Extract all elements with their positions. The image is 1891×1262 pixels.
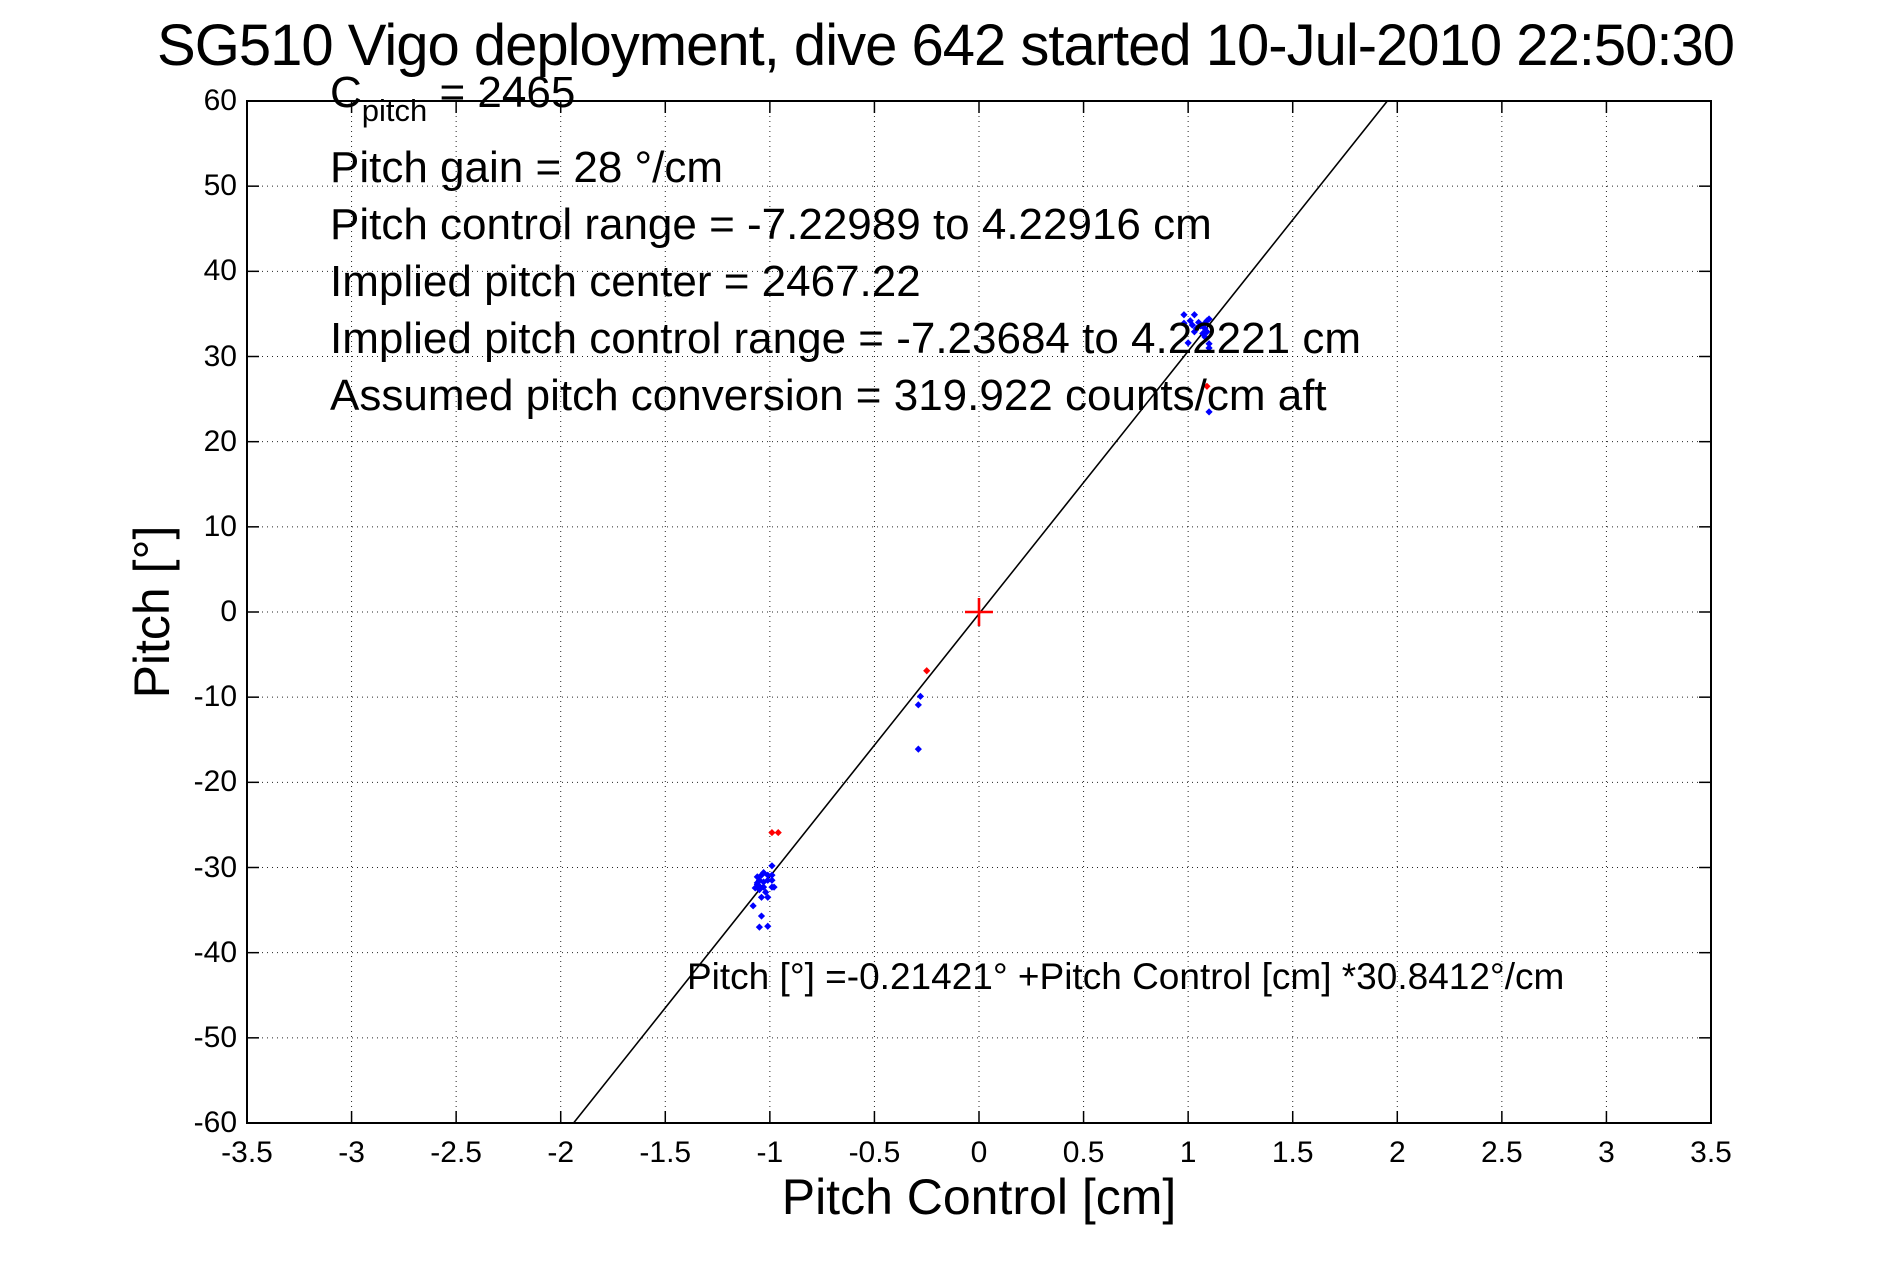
predicted-pitch-points-point bbox=[774, 828, 782, 837]
dive-pitch-observations-point bbox=[768, 862, 776, 870]
y-tick-label: 0 bbox=[220, 595, 237, 628]
dive-pitch-observations-point bbox=[757, 893, 766, 901]
dive-pitch-observations-point bbox=[764, 893, 772, 901]
x-tick-label: -1.5 bbox=[639, 1136, 692, 1169]
dive-pitch-observations-point bbox=[764, 922, 772, 930]
plot-area bbox=[246, 100, 1712, 1124]
y-tick-label: 50 bbox=[203, 169, 237, 203]
dive-pitch-observations-point bbox=[764, 871, 772, 879]
dive-pitch-observations-point bbox=[1190, 311, 1199, 319]
predicted-pitch-points-point bbox=[768, 828, 776, 837]
x-tick-label: -1 bbox=[756, 1136, 784, 1169]
y-tick-label: 30 bbox=[203, 339, 237, 373]
x-tick-label: 1.5 bbox=[1271, 1136, 1314, 1169]
dive-pitch-observations-point bbox=[916, 692, 925, 700]
x-tick-label: 1 bbox=[1179, 1136, 1197, 1169]
x-tick-label: -3.5 bbox=[221, 1136, 273, 1169]
x-tick-label: 0 bbox=[970, 1136, 988, 1169]
x-tick-label: -3 bbox=[338, 1136, 365, 1169]
x-tick-label: -0.5 bbox=[848, 1136, 901, 1169]
y-tick-label: -50 bbox=[193, 1020, 237, 1054]
y-tick-label: 10 bbox=[203, 509, 237, 543]
dive-pitch-observations-point bbox=[1205, 340, 1213, 348]
dive-pitch-observations-point bbox=[1190, 328, 1199, 336]
dive-pitch-observations-point bbox=[759, 869, 768, 877]
y-tick-label: -20 bbox=[193, 765, 237, 799]
annotation-line: Assumed pitch conversion = 319.922 count… bbox=[330, 371, 1327, 420]
dive-pitch-observations-point bbox=[753, 879, 761, 887]
x-tick-label: 3 bbox=[1598, 1136, 1615, 1169]
dive-pitch-observations-point bbox=[755, 923, 763, 931]
y-tick-label: -10 bbox=[193, 680, 237, 714]
predicted-pitch-points-point bbox=[1203, 382, 1211, 390]
dive-pitch-observations-point bbox=[1188, 321, 1196, 329]
dive-pitch-observations-point bbox=[764, 876, 772, 884]
dive-pitch-observations-point bbox=[753, 873, 761, 881]
y-tick-label: -60 bbox=[193, 1106, 237, 1139]
x-tick-label: -2 bbox=[547, 1136, 575, 1169]
x-tick-label: 2 bbox=[1388, 1136, 1406, 1169]
dive-pitch-observations-point bbox=[755, 886, 763, 894]
fit-parameter-annotations: Cpitch = 2465 Pitch gain = 28 °/cm Pitch … bbox=[330, 64, 1361, 424]
x-axis-label: Pitch Control [cm] bbox=[781, 1169, 1177, 1225]
annotation-line: Pitch control range = -7.22989 to 4.2291… bbox=[330, 200, 1212, 249]
annotation-line: Pitch gain = 28 °/cm bbox=[330, 143, 724, 192]
y-tick-label: -40 bbox=[193, 935, 237, 969]
dive-pitch-observations-point bbox=[768, 876, 776, 884]
scatter-plot bbox=[246, 100, 1712, 1124]
annotation-cpitch: Cpitch = 2465 bbox=[330, 68, 576, 128]
x-tick-label: 2.5 bbox=[1480, 1136, 1523, 1169]
dive-pitch-observations-point bbox=[1205, 315, 1213, 323]
dive-pitch-observations-point bbox=[768, 871, 776, 879]
dive-pitch-observations-point bbox=[914, 745, 922, 753]
y-tick-label: 20 bbox=[203, 424, 237, 458]
predicted-pitch-points-point bbox=[923, 667, 931, 675]
regression-equation: Pitch [°] =-0.21421° +Pitch Control [cm]… bbox=[687, 956, 1565, 997]
annotation-line: Implied pitch control range = -7.23684 t… bbox=[330, 314, 1361, 363]
x-tick-label: -2.5 bbox=[430, 1136, 482, 1169]
dive-pitch-observations-point bbox=[1201, 333, 1209, 341]
dive-pitch-observations-point bbox=[762, 888, 770, 896]
y-tick-label: 60 bbox=[203, 84, 237, 117]
y-tick-label: -30 bbox=[193, 850, 237, 884]
annotation-line: Implied pitch center = 2467.22 bbox=[330, 257, 921, 306]
dive-pitch-observations-point bbox=[914, 701, 922, 709]
dive-pitch-observations-point bbox=[757, 912, 766, 920]
dive-pitch-observations-point bbox=[751, 884, 759, 892]
x-tick-label: 0.5 bbox=[1062, 1136, 1105, 1169]
dive-pitch-observations-point bbox=[770, 883, 778, 891]
y-tick-label: 40 bbox=[203, 254, 237, 288]
x-tick-label: 3.5 bbox=[1690, 1136, 1732, 1169]
dive-pitch-observations-point bbox=[749, 902, 757, 910]
dive-pitch-observations-point bbox=[1205, 408, 1213, 416]
dive-pitch-observations-point bbox=[759, 883, 768, 891]
figure-title: SG510 Vigo deployment, dive 642 started … bbox=[157, 13, 1735, 78]
dive-pitch-observations-point bbox=[1205, 344, 1213, 352]
